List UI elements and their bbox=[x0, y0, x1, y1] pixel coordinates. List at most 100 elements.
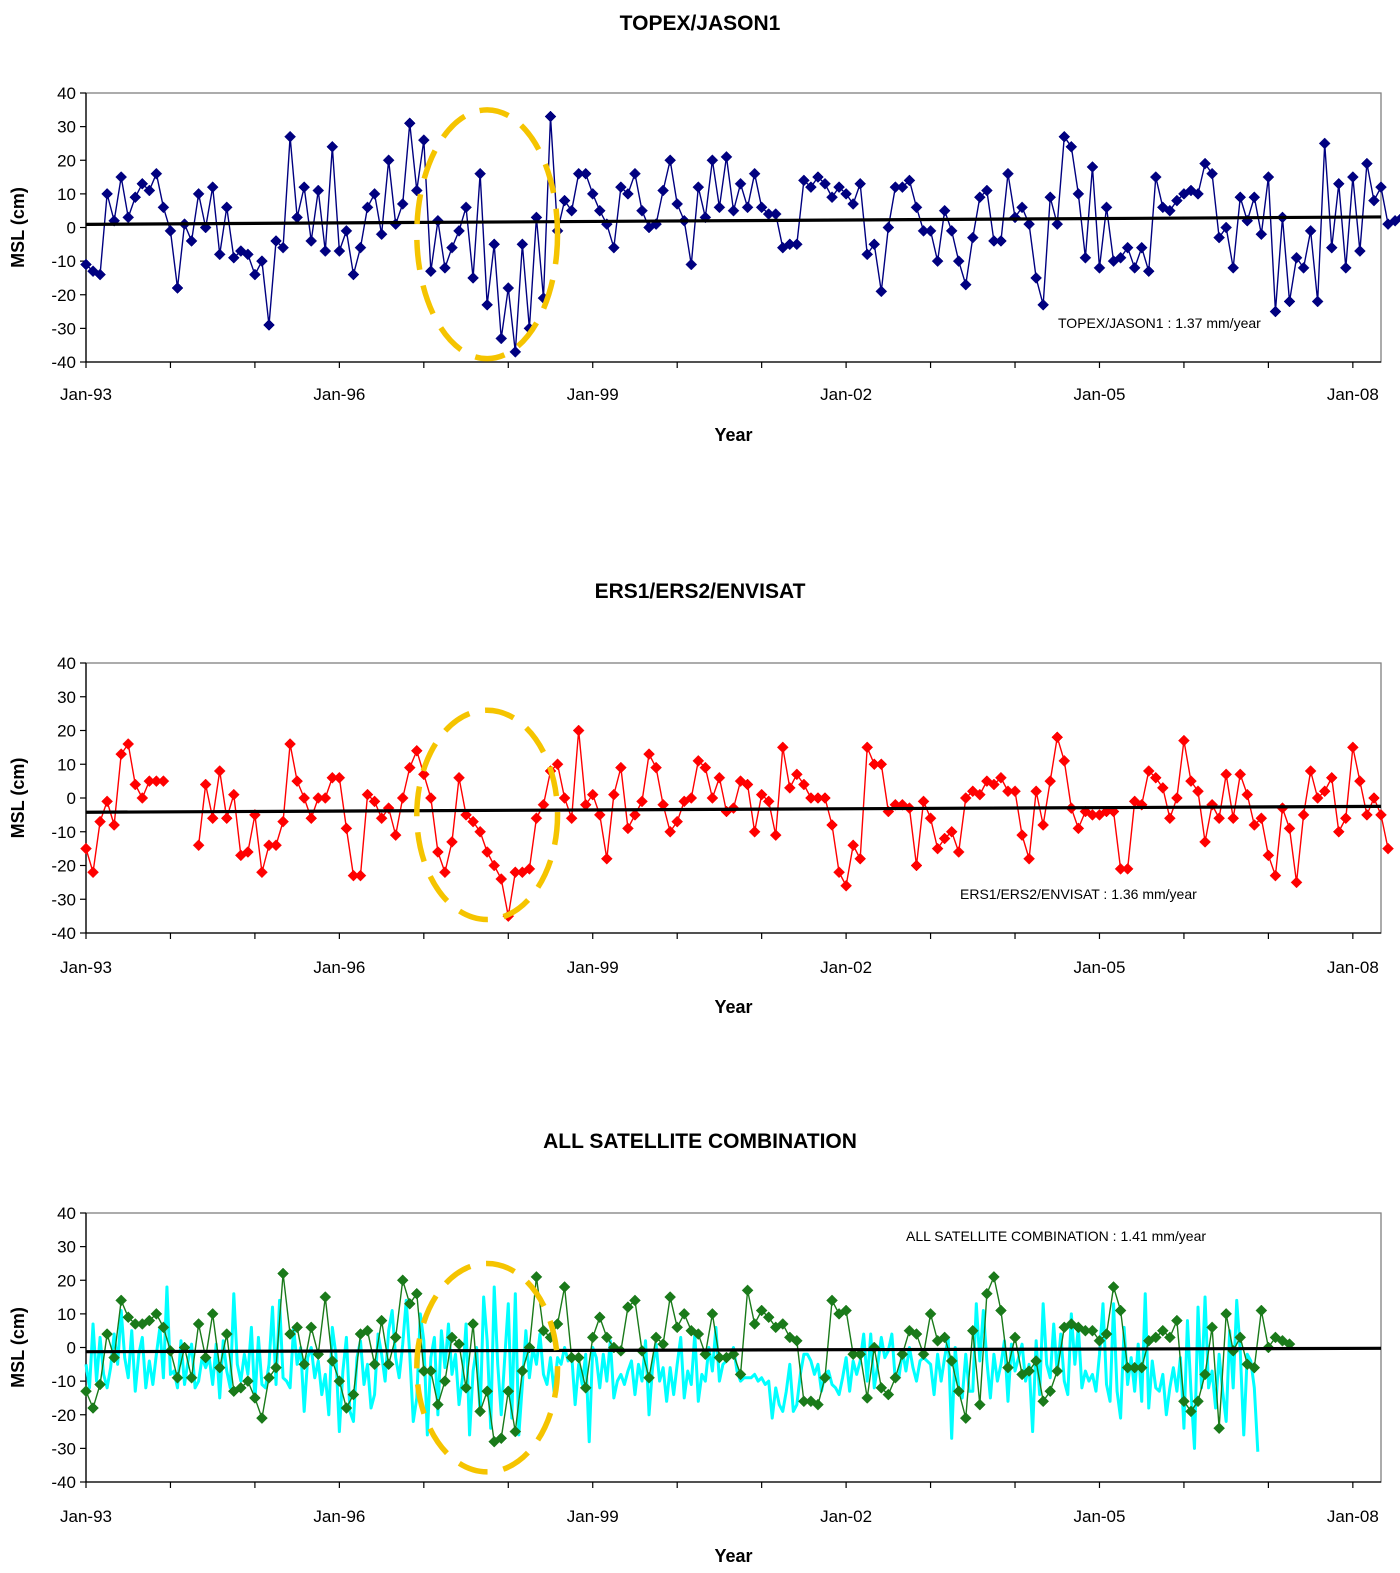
data-point bbox=[333, 1375, 346, 1387]
data-point bbox=[833, 866, 845, 879]
data-point bbox=[227, 788, 240, 801]
data-point bbox=[122, 1311, 135, 1324]
y-tick-label: 0 bbox=[67, 1339, 76, 1358]
data-point bbox=[1023, 1365, 1035, 1377]
chart-title: ALL SATELLITE COMBINATION bbox=[543, 1130, 857, 1153]
data-point bbox=[1290, 876, 1303, 889]
data-point bbox=[1248, 1361, 1261, 1374]
data-point bbox=[840, 1304, 852, 1317]
data-point bbox=[495, 873, 508, 885]
data-point bbox=[1396, 213, 1400, 222]
x-tick-label: Jan-08 bbox=[1327, 958, 1379, 977]
trend-line bbox=[85, 215, 1382, 226]
data-point bbox=[1079, 251, 1092, 264]
data-point bbox=[1121, 241, 1134, 254]
data-point bbox=[1185, 1405, 1197, 1418]
data-point bbox=[530, 1271, 543, 1283]
data-point bbox=[995, 1304, 1007, 1317]
data-point bbox=[558, 194, 571, 207]
data-point bbox=[1185, 775, 1197, 787]
data-point bbox=[277, 1267, 289, 1280]
data-point bbox=[439, 1375, 451, 1387]
data-point bbox=[847, 839, 860, 852]
data-point bbox=[600, 852, 613, 865]
x-tick-label: Jan-05 bbox=[1073, 385, 1125, 404]
data-point bbox=[713, 201, 726, 214]
data-point bbox=[291, 775, 303, 787]
trend-line bbox=[85, 804, 1382, 814]
data-point bbox=[270, 235, 282, 247]
y-tick-label: -10 bbox=[51, 823, 76, 842]
x-axis-label: Year bbox=[714, 1546, 752, 1566]
data-point bbox=[727, 204, 740, 217]
data-point bbox=[467, 1318, 479, 1330]
x-tick-label: Jan-05 bbox=[1073, 958, 1125, 977]
data-point bbox=[1030, 272, 1042, 284]
data-point bbox=[1213, 231, 1225, 244]
data-point bbox=[516, 1365, 529, 1377]
data-point bbox=[952, 846, 965, 858]
data-point bbox=[551, 1318, 564, 1330]
data-point bbox=[607, 788, 620, 801]
data-point bbox=[382, 154, 395, 167]
data-point bbox=[425, 1365, 437, 1377]
data-point bbox=[889, 1371, 902, 1384]
data-point bbox=[1234, 191, 1247, 204]
data-point bbox=[1051, 1365, 1064, 1377]
data-point bbox=[1023, 218, 1035, 230]
data-point bbox=[1227, 261, 1240, 274]
trend-annotation: ALL SATELLITE COMBINATION : 1.41 mm/year bbox=[906, 1228, 1206, 1244]
data-point bbox=[1051, 218, 1064, 230]
x-tick-label: Jan-02 bbox=[820, 958, 872, 977]
data-point bbox=[396, 198, 409, 210]
y-tick-label: 10 bbox=[57, 185, 76, 204]
data-point bbox=[1037, 1395, 1050, 1408]
data-point bbox=[657, 184, 669, 197]
data-point bbox=[368, 1358, 381, 1371]
data-point bbox=[1002, 167, 1014, 180]
data-point bbox=[692, 181, 705, 194]
data-point bbox=[263, 319, 275, 331]
data-point bbox=[734, 1368, 747, 1381]
data-point bbox=[685, 258, 698, 271]
data-point bbox=[403, 1297, 416, 1310]
series-line bbox=[84, 1285, 1260, 1452]
data-point bbox=[1114, 1304, 1127, 1317]
x-tick-label: Jan-08 bbox=[1327, 1507, 1379, 1526]
data-point bbox=[249, 1392, 261, 1404]
data-point bbox=[586, 788, 599, 801]
data-point bbox=[671, 1321, 684, 1334]
data-point bbox=[410, 184, 423, 197]
data-point bbox=[157, 1321, 170, 1334]
data-point bbox=[600, 1331, 613, 1344]
data-point bbox=[713, 771, 726, 784]
data-point bbox=[256, 255, 268, 267]
data-point bbox=[460, 201, 472, 214]
data-point bbox=[882, 221, 895, 234]
data-point bbox=[192, 839, 205, 852]
data-point bbox=[1192, 1395, 1204, 1408]
data-point bbox=[1192, 188, 1204, 200]
data-point bbox=[446, 241, 458, 254]
data-point bbox=[1135, 1361, 1148, 1374]
data-point bbox=[340, 822, 353, 835]
data-point bbox=[1199, 1368, 1211, 1381]
data-point bbox=[523, 863, 536, 875]
data-point bbox=[692, 1328, 705, 1340]
data-point bbox=[1382, 842, 1394, 855]
data-point bbox=[868, 238, 881, 251]
data-point bbox=[615, 761, 627, 774]
data-point bbox=[453, 225, 465, 237]
data-point bbox=[1135, 241, 1148, 254]
data-point bbox=[234, 245, 247, 257]
data-point bbox=[481, 846, 494, 858]
data-point bbox=[1171, 792, 1183, 804]
data-point bbox=[481, 298, 494, 311]
data-point bbox=[1234, 1331, 1247, 1344]
data-point bbox=[1128, 261, 1141, 274]
data-point bbox=[1361, 157, 1373, 170]
x-tick-label: Jan-02 bbox=[820, 385, 872, 404]
data-point bbox=[1220, 221, 1233, 234]
data-point bbox=[945, 1355, 958, 1367]
data-point bbox=[220, 812, 233, 825]
